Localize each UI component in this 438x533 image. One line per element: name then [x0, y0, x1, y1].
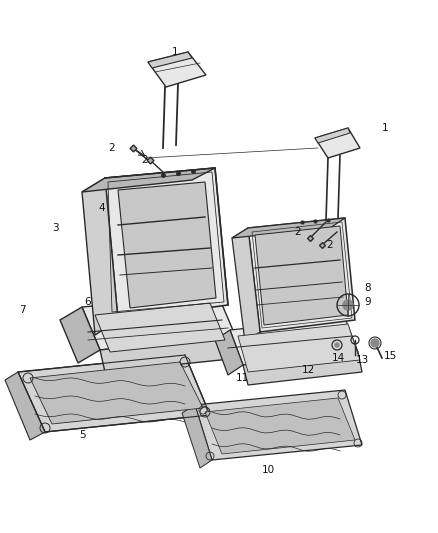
Polygon shape	[18, 355, 210, 432]
Polygon shape	[205, 398, 355, 454]
Polygon shape	[195, 390, 362, 460]
Polygon shape	[232, 228, 260, 342]
Text: 6: 6	[85, 297, 91, 307]
Circle shape	[343, 300, 353, 310]
Polygon shape	[30, 362, 203, 424]
Polygon shape	[215, 330, 243, 375]
Polygon shape	[100, 335, 240, 372]
Text: 10: 10	[261, 465, 275, 475]
Circle shape	[335, 343, 339, 347]
Polygon shape	[118, 182, 216, 308]
Polygon shape	[82, 168, 215, 192]
Text: 2: 2	[141, 155, 148, 165]
Text: 8: 8	[365, 283, 371, 293]
Text: 11: 11	[235, 373, 249, 383]
Polygon shape	[95, 303, 225, 352]
Text: 2: 2	[109, 143, 115, 153]
Polygon shape	[5, 372, 45, 440]
Text: 5: 5	[79, 430, 85, 440]
Circle shape	[371, 339, 379, 347]
Polygon shape	[232, 218, 345, 238]
Text: 3: 3	[52, 223, 58, 233]
Polygon shape	[60, 307, 100, 363]
Text: 14: 14	[332, 353, 345, 363]
Text: 12: 12	[301, 365, 314, 375]
Text: 13: 13	[355, 355, 369, 365]
Polygon shape	[315, 128, 360, 158]
Text: 2: 2	[327, 240, 333, 250]
Polygon shape	[182, 405, 212, 468]
Text: 4: 4	[99, 203, 105, 213]
Text: 9: 9	[365, 297, 371, 307]
Polygon shape	[238, 324, 360, 372]
Text: 2: 2	[295, 227, 301, 237]
Polygon shape	[148, 52, 206, 87]
Polygon shape	[315, 128, 350, 143]
Polygon shape	[148, 52, 192, 68]
Polygon shape	[248, 218, 355, 332]
Polygon shape	[82, 295, 235, 350]
Polygon shape	[255, 226, 348, 325]
Text: 15: 15	[383, 351, 397, 361]
Text: 1: 1	[381, 123, 389, 133]
Polygon shape	[230, 318, 358, 365]
Text: 1: 1	[172, 47, 178, 57]
Polygon shape	[82, 178, 118, 335]
Polygon shape	[105, 168, 228, 320]
Text: 7: 7	[19, 305, 25, 315]
Polygon shape	[243, 352, 362, 385]
